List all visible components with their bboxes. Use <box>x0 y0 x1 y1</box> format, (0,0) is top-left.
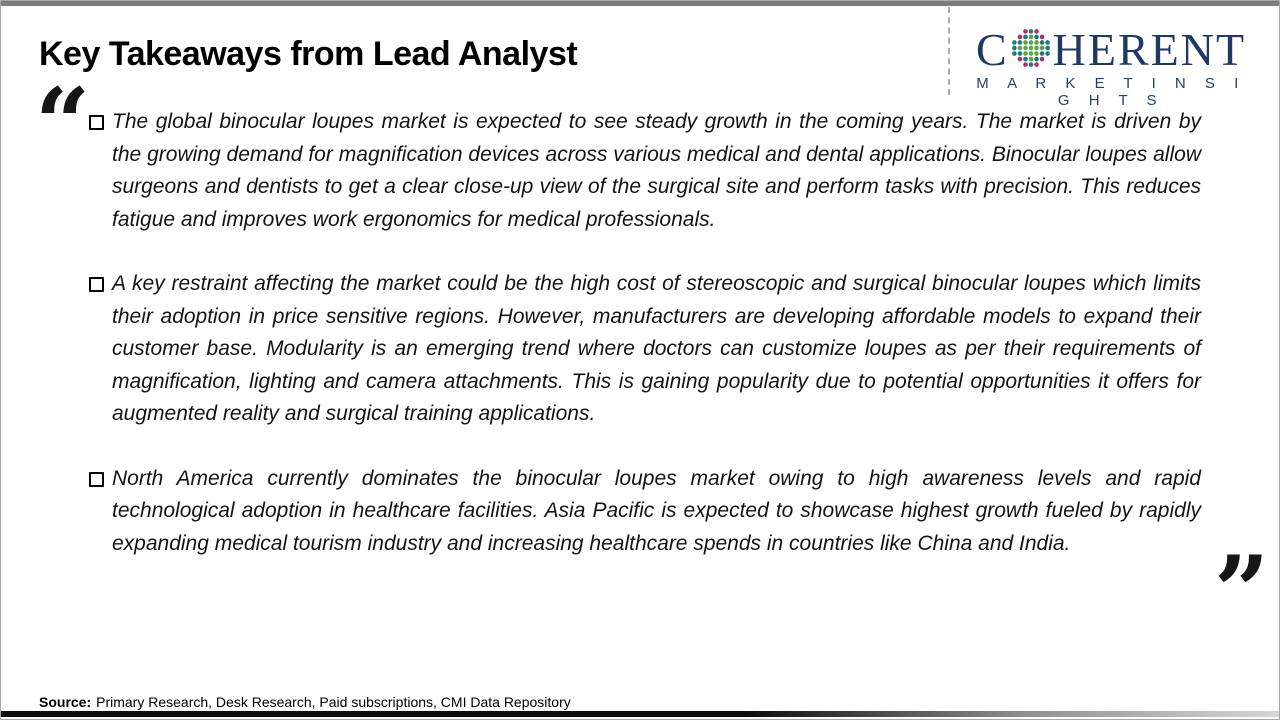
logo-letters-herent: HERENT <box>1052 24 1247 75</box>
company-logo: C HERENT M A R K E T I N S I G H T S <box>961 27 1261 110</box>
header-dashed-divider <box>948 7 950 95</box>
square-bullet-icon <box>89 277 104 292</box>
logo-wordmark: C HERENT <box>961 27 1261 73</box>
source-text: Primary Research, Desk Research, Paid su… <box>96 694 571 710</box>
source-line: Source: Primary Research, Desk Research, … <box>39 694 571 710</box>
takeaway-item: North America currently dominates the bi… <box>89 463 1201 561</box>
bottom-border-bar <box>1 711 1279 717</box>
source-label: Source: <box>39 694 92 710</box>
square-bullet-icon <box>89 471 104 487</box>
logo-letter-c: C <box>975 24 1009 75</box>
square-bullet-icon <box>89 115 104 130</box>
open-quote-icon: “ <box>35 67 91 180</box>
takeaway-item: The global binocular loupes market is ex… <box>89 106 1201 236</box>
takeaway-item: A key restraint affecting the market cou… <box>89 268 1201 431</box>
globe-icon <box>1011 29 1050 67</box>
takeaway-text: A key restraint affecting the market cou… <box>112 272 1201 425</box>
takeaway-text: The global binocular loupes market is ex… <box>112 110 1201 231</box>
page-title: Key Takeaways from Lead Analyst <box>39 35 578 73</box>
close-quote-icon: ” <box>1214 535 1270 648</box>
takeaway-text: North America currently dominates the bi… <box>112 466 1201 555</box>
takeaways-list: The global binocular loupes market is ex… <box>89 106 1201 592</box>
top-border-bar <box>1 1 1279 6</box>
logo-subtitle: M A R K E T I N S I G H T S <box>976 75 1246 109</box>
